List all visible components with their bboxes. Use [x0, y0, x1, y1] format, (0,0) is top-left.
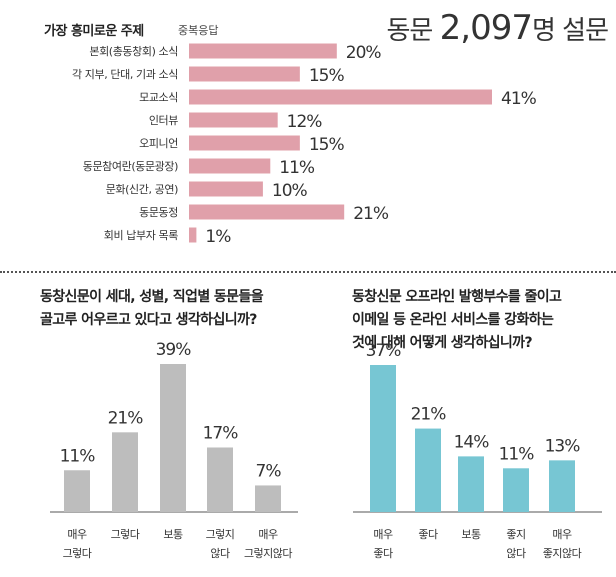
survey-count-suffix: 명 설문: [531, 16, 609, 46]
value-label: 11%: [279, 158, 315, 178]
bar: [189, 181, 263, 197]
dotted-divider: [0, 271, 616, 273]
bar: [549, 460, 575, 512]
value-label: 21%: [353, 204, 389, 224]
value-label: 39%: [156, 340, 192, 360]
bar: [458, 456, 484, 512]
survey-count-number: 2,097: [439, 8, 533, 48]
multiple-response-note: 중복응답: [178, 24, 219, 37]
value-label: 17%: [203, 423, 239, 443]
category-label: 각 지부, 단대, 기과 소식: [72, 68, 178, 81]
bar: [64, 470, 90, 512]
bar: [189, 158, 271, 174]
chart-title: 가장 흥미로운 주제: [44, 24, 144, 39]
bar: [189, 204, 345, 220]
question-1-title-line: 골고루 어우르고 있다고 생각하십니까?: [40, 312, 257, 328]
bar: [503, 468, 529, 512]
category-label: 않다: [210, 547, 230, 560]
topic-interest-bar-chart: 본회(총동창회) 소식 20% 각 지부, 단대, 기과 소식 15% 모교소식 41% 인…: [72, 43, 538, 247]
category-label: 그렇다: [111, 528, 140, 541]
bar: [189, 43, 337, 59]
category-label: 문화(신간, 공연): [106, 183, 178, 196]
category-label: 동문동정: [139, 206, 178, 219]
value-label: 41%: [501, 89, 537, 109]
question-2-title-line: 이메일 등 온라인 서비스를 강화하는: [352, 312, 554, 328]
category-label: 회비 납부자 목록: [104, 229, 179, 242]
bar: [112, 432, 138, 512]
survey-count-prefix: 동문: [386, 16, 440, 46]
category-label: 매우: [373, 528, 393, 541]
bar: [370, 365, 396, 512]
value-label: 11%: [60, 446, 96, 466]
category-label: 인터뷰: [149, 114, 178, 127]
category-label: 좋다: [418, 528, 438, 541]
value-label: 11%: [499, 444, 535, 464]
bar: [255, 485, 281, 512]
question-2-title-line: 동창신문 오프라인 발행부수를 줄이고: [352, 289, 562, 305]
category-label: 매우: [67, 528, 87, 541]
bar: [189, 135, 300, 151]
category-label: 좋지: [506, 528, 525, 541]
category-label: 본회(총동창회) 소식: [89, 45, 178, 58]
category-label: 보통: [461, 528, 481, 541]
value-label: 13%: [545, 436, 581, 456]
question-1-title: 동창신문이 세대, 성별, 직업별 동문들을 골고루 어우르고 있다고 생각하십…: [40, 286, 264, 332]
category-label: 보통: [163, 528, 183, 541]
category-label: 동문참여란(동문광장): [83, 160, 178, 173]
question-2-title: 동창신문 오프라인 발행부수를 줄이고 이메일 등 온라인 서비스를 강화하는 …: [352, 286, 562, 355]
question-2-title-line: 것에 대해 어떻게 생각하십니까?: [352, 335, 533, 351]
value-label: 12%: [287, 112, 323, 132]
value-label: 7%: [256, 461, 282, 481]
bar: [160, 364, 186, 512]
category-label: 않다: [506, 547, 526, 560]
category-label: 오피니언: [139, 137, 178, 150]
question-1-title-line: 동창신문이 세대, 성별, 직업별 동문들을: [40, 289, 264, 305]
category-label: 그렇지않다: [244, 547, 292, 560]
value-label: 20%: [346, 43, 382, 63]
category-label: 매우: [258, 528, 278, 541]
survey-count: 동문 2,097명 설문: [386, 8, 609, 48]
bar: [207, 447, 233, 512]
category-label: 모교소식: [139, 91, 178, 104]
bar: [189, 66, 300, 82]
value-label: 10%: [272, 181, 308, 201]
category-label: 그렇지: [206, 528, 235, 541]
category-label: 그렇다: [63, 547, 92, 560]
value-label: 14%: [454, 432, 490, 452]
bar: [189, 112, 278, 128]
category-label: 매우: [552, 528, 572, 541]
value-label: 1%: [205, 227, 231, 247]
bar: [189, 89, 492, 105]
category-label: 좋지않다: [543, 547, 582, 560]
category-label: 좋다: [373, 547, 393, 560]
value-label: 21%: [411, 405, 447, 425]
bar: [189, 227, 197, 243]
value-label: 21%: [108, 408, 144, 428]
value-label: 15%: [309, 135, 345, 155]
bar: [415, 428, 441, 512]
value-label: 15%: [309, 66, 345, 86]
